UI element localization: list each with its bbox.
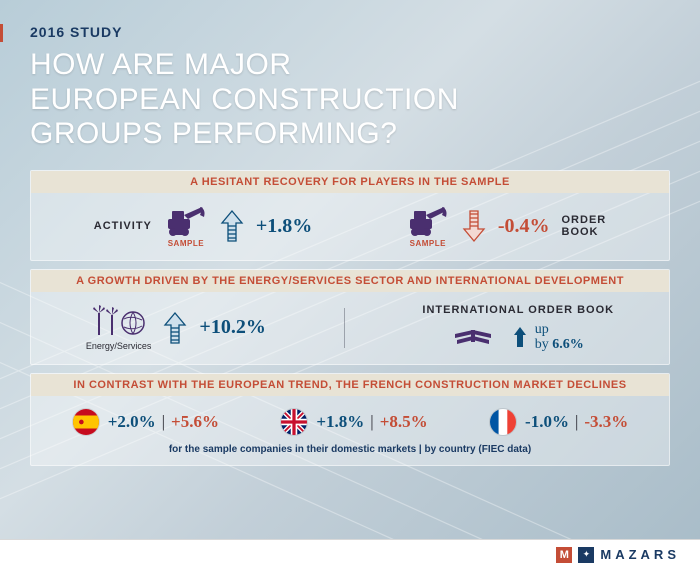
flag-spain-icon [72, 408, 100, 436]
value-divider: | [162, 412, 165, 432]
intl-value: 6.6% [552, 337, 584, 352]
country-values: -1.0% | -3.3% [525, 412, 628, 432]
section-growth: A GROWTH DRIVEN BY THE ENERGY/SERVICES S… [30, 269, 670, 366]
section-header: A HESITANT RECOVERY FOR PLAYERS IN THE S… [31, 171, 669, 193]
footer: M ✦ MAZARS [0, 539, 700, 569]
energy-label: Energy/Services [86, 341, 152, 351]
section-header: IN CONTRAST WITH THE EUROPEAN TREND, THE… [31, 374, 669, 396]
value-divider: | [370, 412, 373, 432]
arrow-up-small-icon [513, 326, 527, 348]
flag-uk-icon [280, 408, 308, 436]
country-v2: +5.6% [171, 412, 219, 432]
arrow-down-icon [462, 209, 486, 243]
orderbook-value: -0.4% [498, 215, 550, 238]
country-v2: +8.5% [380, 412, 428, 432]
country-v2: -3.3% [584, 412, 628, 432]
brand-logo: M ✦ MAZARS [556, 547, 680, 563]
flag-france-icon [489, 408, 517, 436]
section-recovery: A HESITANT RECOVERY FOR PLAYERS IN THE S… [30, 170, 670, 261]
brand-letter: M [556, 547, 572, 563]
excavator-icon [164, 205, 208, 237]
country-values: +1.8% | +8.5% [316, 412, 427, 432]
activity-label: ACTIVITY [94, 220, 152, 232]
arrow-up-icon [163, 311, 187, 345]
country-uk: +1.8% | +8.5% [280, 408, 427, 436]
country-v1: +1.8% [316, 412, 364, 432]
country-values: +2.0% | +5.6% [108, 412, 219, 432]
energy-value: +10.2% [199, 316, 265, 339]
activity-value: +1.8% [256, 215, 312, 238]
headline: HOW ARE MAJOR EUROPEAN CONSTRUCTION GROU… [30, 48, 670, 152]
sample-tag: SAMPLE [168, 239, 204, 248]
headline-line: GROUPS PERFORMING? [30, 117, 397, 150]
intl-up-prefix: up [535, 322, 549, 337]
country-v1: +2.0% [108, 412, 156, 432]
orderbook-label: ORDER BOOK [562, 214, 607, 238]
intl-by: by [535, 337, 549, 352]
accent-bar [0, 24, 3, 42]
country-france: -1.0% | -3.3% [489, 408, 628, 436]
brand-star-icon: ✦ [578, 547, 594, 563]
study-label: 2016 STUDY [30, 24, 670, 40]
section-header: A GROWTH DRIVEN BY THE ENERGY/SERVICES S… [31, 270, 669, 292]
books-icon [453, 322, 495, 352]
energy-services-icon [91, 305, 147, 339]
brand-name: MAZARS [600, 547, 680, 562]
sample-tag: SAMPLE [410, 239, 446, 248]
headline-line: HOW ARE MAJOR [30, 48, 292, 81]
excavator-icon [406, 205, 450, 237]
countries-footnote: for the sample companies in their domest… [31, 440, 669, 465]
divider [344, 308, 345, 348]
country-spain: +2.0% | +5.6% [72, 408, 219, 436]
intl-orderbook-value: up by 6.6% [513, 322, 584, 353]
value-divider: | [575, 412, 578, 432]
section-countries: IN CONTRAST WITH THE EUROPEAN TREND, THE… [30, 373, 670, 466]
country-v1: -1.0% [525, 412, 569, 432]
intl-orderbook-title: INTERNATIONAL ORDER BOOK [422, 304, 614, 316]
headline-line: EUROPEAN CONSTRUCTION [30, 83, 459, 116]
arrow-up-icon [220, 209, 244, 243]
